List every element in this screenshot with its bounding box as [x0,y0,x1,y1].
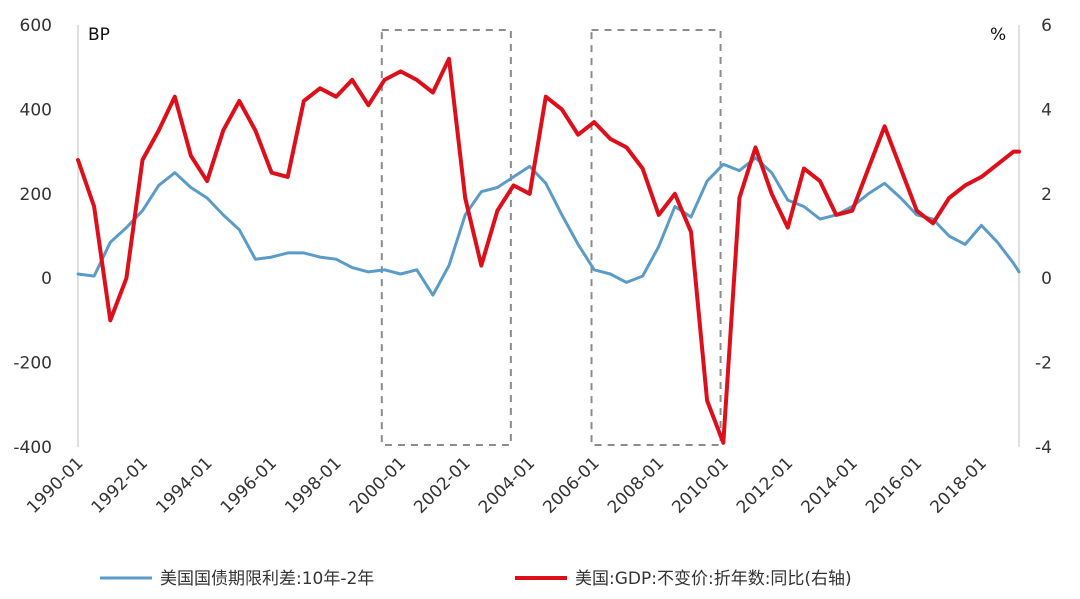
right-tick-label: 4 [1041,100,1052,120]
legend-label-spread: 美国国债期限利差:10年-2年 [160,569,374,589]
legend-label-gdp: 美国:GDP:不变价:折年数:同比(右轴) [575,569,852,589]
tick-labels: 600 400 200 0 -200 -400 6 4 2 0 -2 -4 1990-01 1992-01… [13,16,1052,518]
x-tick-label: 1994-01 [152,453,216,517]
x-tick-label: 1996-01 [217,453,281,517]
x-tick-label: 2006-01 [539,453,603,517]
left-tick-label: -400 [13,438,52,458]
x-tick-label: 2016-01 [862,453,926,517]
gdp-series-line [76,56,1021,445]
legend: 美国国债期限利差:10年-2年 美国:GDP:不变价:折年数:同比(右轴) [100,569,852,589]
right-tick-label: -2 [1035,354,1052,374]
x-tick-label: 2002-01 [410,453,474,517]
x-tick-label: 2000-01 [346,453,410,517]
right-tick-label: 6 [1041,16,1052,36]
x-tick-label: 2010-01 [668,453,732,517]
x-tick-label: 2004-01 [475,453,539,517]
axes-layer [77,25,1020,447]
right-tick-label: 2 [1041,185,1052,205]
x-tick-label: 2008-01 [604,453,668,517]
x-tick-label: 2018-01 [927,453,991,517]
left-tick-label: 600 [20,16,52,36]
x-tick-label: 2012-01 [733,453,797,517]
x-tick-label: 1998-01 [281,453,345,517]
left-tick-label: -200 [13,354,52,374]
x-tick-label: 1992-01 [88,453,152,517]
x-tick-label: 1990-01 [23,453,87,517]
highlight-box [590,29,722,446]
x-tick-label: 2014-01 [797,453,861,517]
right-axis-unit: % [990,25,1006,45]
left-axis-unit: BP [88,25,110,45]
right-tick-label: 0 [1041,269,1052,289]
spread-series-line [76,156,1021,297]
series-layer [76,56,1021,445]
left-tick-label: 0 [41,269,52,289]
left-tick-label: 200 [20,185,52,205]
right-tick-label: -4 [1035,438,1052,458]
left-tick-label: 400 [20,100,52,120]
